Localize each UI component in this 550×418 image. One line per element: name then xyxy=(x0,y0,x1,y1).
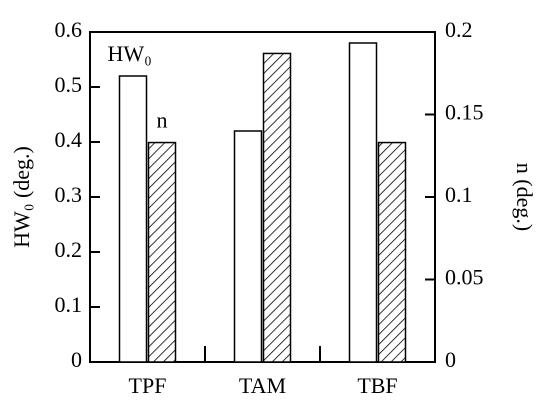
bar xyxy=(118,75,148,363)
x-tick-label: TPF xyxy=(129,373,167,398)
y-tick-label: 0.3 xyxy=(55,182,83,207)
y-tick-label: 0.2 xyxy=(55,237,83,262)
y2-tick-label: 0 xyxy=(445,347,456,372)
y2-tick-label: 0.15 xyxy=(445,100,484,125)
series-label: n xyxy=(157,108,168,133)
y2-tick-label: 0.2 xyxy=(445,17,473,42)
y-tick-label: 0.5 xyxy=(55,72,83,97)
y-axis-label: HW₀ (deg.) xyxy=(9,146,34,248)
bar xyxy=(147,141,177,363)
y-tick-label: 0 xyxy=(71,347,82,372)
y-tick-label: 0.1 xyxy=(55,292,83,317)
bar xyxy=(233,130,263,363)
series-label: HW₀ xyxy=(108,41,152,66)
x-tick-label: TBF xyxy=(357,373,397,398)
y2-axis-label: n (deg.) xyxy=(512,163,537,231)
y-tick-label: 0.6 xyxy=(55,17,83,42)
y2-tick-label: 0.1 xyxy=(445,182,473,207)
y2-tick-label: 0.05 xyxy=(445,265,484,290)
y-tick-label: 0.4 xyxy=(55,127,83,152)
bar xyxy=(262,52,292,363)
bar xyxy=(348,42,378,363)
bar xyxy=(377,141,407,363)
x-tick-label: TAM xyxy=(239,373,286,398)
